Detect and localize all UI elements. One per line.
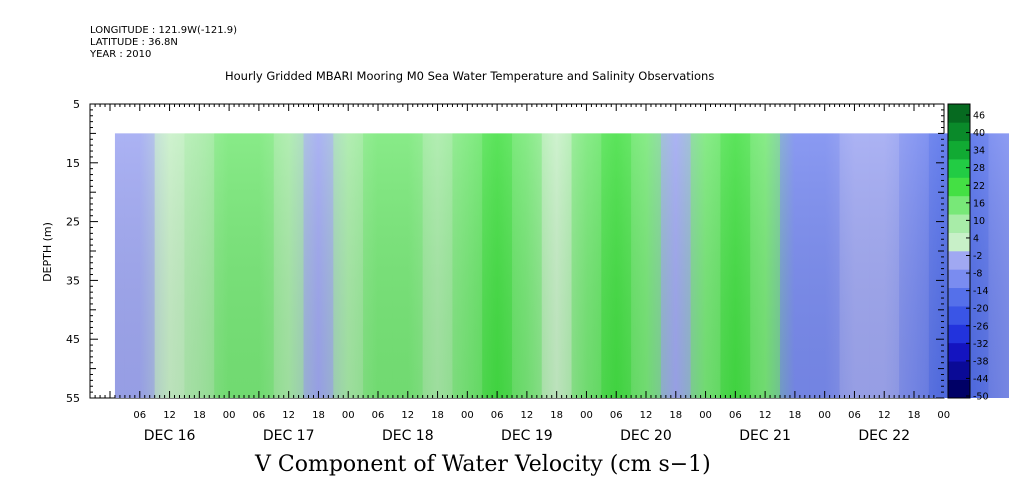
- x-day-label: DEC 20: [620, 428, 672, 444]
- x-hour-label: 12: [878, 410, 891, 421]
- longitude-label: LONGITUDE : 121.9W(-121.9): [90, 25, 237, 36]
- colorbar-label: 40: [973, 128, 985, 139]
- x-hour-label: 06: [372, 410, 385, 421]
- latitude-label: LATITUDE : 36.8N: [90, 37, 178, 48]
- colorbar-bin: [948, 306, 970, 325]
- colorbar-bin: [948, 287, 970, 307]
- colorbar-label: 10: [973, 216, 985, 227]
- colorbar-bin: [948, 342, 970, 362]
- colorbar-bin: [948, 122, 970, 142]
- colorbar-bin: [948, 104, 970, 123]
- x-hour-label: 06: [253, 410, 266, 421]
- x-day-label: DEC 19: [501, 428, 553, 444]
- colorbar-bin: [948, 214, 970, 233]
- colorbar-label: 4: [973, 233, 979, 244]
- colorbar-bin: [948, 232, 970, 252]
- colorbar-label: -38: [973, 356, 989, 367]
- y-axis: 5 15 25 35 45 55: [66, 98, 944, 405]
- x-hour-label: 06: [133, 410, 146, 421]
- x-axis-label: V Component of Water Velocity (cm s−1): [255, 452, 711, 477]
- colorbar-bin: [948, 159, 970, 178]
- y-tick-label: 35: [66, 274, 80, 287]
- y-tick-label: 25: [66, 216, 80, 229]
- colorbar-label: -26: [973, 321, 989, 332]
- x-hour-label: 06: [491, 410, 504, 421]
- x-hour-label: 18: [550, 410, 563, 421]
- colorbar-label: 34: [973, 146, 985, 157]
- colorbar: 46 40 34 28 22 16 10 4 -2 -8 -14 -20 -26 -32 -38 -44 -50: [947, 103, 989, 403]
- x-day-label: DEC 18: [382, 428, 434, 444]
- y-tick-label: 5: [73, 98, 80, 111]
- colorbar-label: 22: [973, 181, 985, 192]
- x-day-label: DEC 17: [263, 428, 315, 444]
- x-hour-label: 00: [580, 410, 593, 421]
- x-hour-label: 00: [818, 410, 831, 421]
- x-hour-label: 00: [342, 410, 355, 421]
- x-hour-label: 06: [729, 410, 742, 421]
- colorbar-label: -20: [973, 304, 989, 315]
- x-hour-label: 12: [282, 410, 295, 421]
- x-hour-label: 18: [312, 410, 325, 421]
- y-axis-label: DEPTH (m): [41, 222, 54, 282]
- x-day-label: DEC 21: [739, 428, 791, 444]
- colorbar-label: -2: [973, 251, 982, 262]
- y-tick-label: 55: [66, 392, 80, 405]
- colorbar-bin: [948, 269, 970, 289]
- chart-title: Hourly Gridded MBARI Mooring M0 Sea Wate…: [225, 69, 715, 83]
- x-hour-label: 00: [699, 410, 712, 421]
- x-hour-label: 12: [759, 410, 772, 421]
- colorbar-bin: [948, 379, 970, 399]
- colorbar-label: 28: [973, 163, 985, 174]
- x-hour-label: 00: [461, 410, 474, 421]
- y-tick-label: 45: [66, 333, 80, 346]
- x-hour-label: 12: [640, 410, 653, 421]
- x-hour-label: 18: [908, 410, 921, 421]
- x-hour-label: 06: [610, 410, 623, 421]
- x-hour-label: 18: [669, 410, 682, 421]
- colorbar-label: -50: [973, 392, 989, 403]
- x-hour-label: 18: [193, 410, 206, 421]
- velocity-field-shade: [114, 133, 1009, 398]
- x-hour-label: 12: [163, 410, 176, 421]
- x-hour-label: 18: [789, 410, 802, 421]
- y-tick-label: 15: [66, 157, 80, 170]
- colorbar-bin: [948, 195, 970, 215]
- x-hour-label: 18: [431, 410, 444, 421]
- x-hour-label: 00: [223, 410, 236, 421]
- colorbar-label: -44: [973, 374, 989, 385]
- x-hour-label: 00: [937, 410, 950, 421]
- colorbar-bin: [948, 177, 970, 197]
- colorbar-label: 16: [973, 198, 985, 209]
- velocity-field: [114, 133, 1009, 398]
- colorbar-label: -14: [973, 286, 989, 297]
- year-label: YEAR : 2010: [90, 49, 152, 60]
- colorbar-label: -8: [973, 269, 982, 280]
- x-hour-label: 12: [401, 410, 414, 421]
- colorbar-label: -32: [973, 339, 989, 350]
- colorbar-bin: [948, 140, 970, 160]
- x-hour-label: 12: [521, 410, 534, 421]
- colorbar-frame: [947, 103, 971, 399]
- x-hour-label: 06: [848, 410, 861, 421]
- colorbar-label: 46: [973, 111, 985, 122]
- colorbar-bin: [948, 324, 970, 344]
- x-day-label: DEC 22: [858, 428, 910, 444]
- colorbar-bin: [948, 361, 970, 380]
- colorbar-bin: [948, 251, 970, 270]
- x-axis: 06 12 18 00 06 12 18 00 06 12 18 00 06 12 18 00 06 12 18 00…: [94, 104, 950, 444]
- x-day-label: DEC 16: [144, 428, 196, 444]
